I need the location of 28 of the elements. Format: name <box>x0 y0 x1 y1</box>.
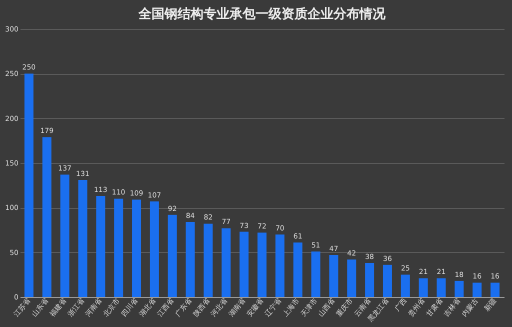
bar <box>150 201 159 297</box>
bar <box>472 282 482 297</box>
bar <box>42 137 52 297</box>
bar <box>418 278 428 297</box>
bar <box>400 274 410 297</box>
bar <box>222 228 231 297</box>
bar <box>240 232 249 297</box>
bar <box>24 74 34 297</box>
bar <box>60 174 70 297</box>
bar <box>436 278 446 297</box>
bar <box>204 224 213 297</box>
bar <box>454 280 464 297</box>
bar <box>132 200 142 297</box>
bar <box>329 255 338 297</box>
bar <box>382 264 392 297</box>
bar <box>114 198 124 297</box>
chart-title: 全国钢结构专业承包一级资质企业分布情况 <box>138 6 386 22</box>
bar <box>186 222 195 297</box>
bar <box>78 180 88 297</box>
bar <box>258 232 266 297</box>
bar <box>96 196 106 297</box>
bar <box>490 282 500 297</box>
bar <box>347 259 356 297</box>
bar <box>365 263 374 297</box>
bar <box>293 242 302 297</box>
bar <box>311 251 320 297</box>
bar <box>168 214 177 297</box>
bar <box>275 234 284 297</box>
